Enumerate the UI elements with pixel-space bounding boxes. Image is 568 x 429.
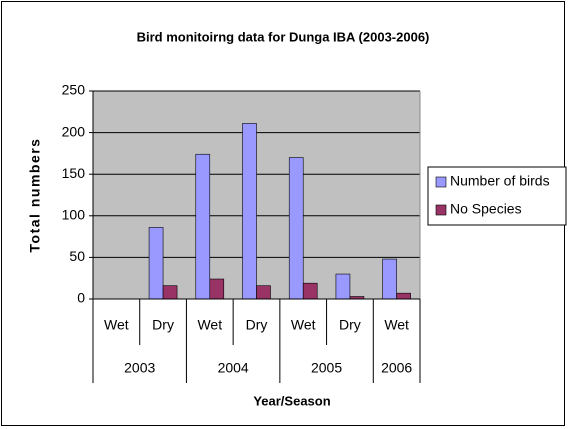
y-tick-label: 50	[69, 248, 85, 264]
legend	[427, 166, 567, 226]
group-label: 2003	[124, 360, 155, 376]
group-label: 2005	[311, 360, 342, 376]
bar	[195, 153, 211, 300]
bar	[256, 285, 271, 300]
y-tick-label: 0	[77, 290, 85, 306]
group-label: 2004	[218, 360, 249, 376]
legend-label: No Species	[450, 201, 522, 217]
x-axis-label: Year/Season	[253, 393, 330, 408]
x-tick-label: Wet	[104, 317, 129, 333]
bar	[335, 273, 351, 300]
bar	[162, 285, 178, 300]
chart-title: Bird monitoirng data for Dunga IBA (2003…	[137, 29, 430, 44]
legend-label: Number of birds	[450, 173, 550, 189]
legend-swatch	[435, 204, 447, 216]
bar	[209, 278, 225, 300]
bar	[242, 123, 257, 300]
legend-swatch	[435, 176, 447, 188]
x-tick-label: Dry	[246, 317, 268, 333]
bar	[382, 258, 397, 300]
bar	[148, 227, 164, 300]
group-label: 2006	[381, 360, 412, 376]
y-axis-label: Total numbers	[27, 138, 43, 253]
x-tick-label: Wet	[291, 317, 316, 333]
y-tick-label: 200	[62, 123, 86, 139]
x-tick-label: Wet	[197, 317, 222, 333]
bar	[302, 282, 318, 300]
y-tick-label: 100	[62, 207, 86, 223]
bar	[396, 292, 411, 300]
y-tick-label: 250	[62, 82, 86, 98]
x-tick-label: Dry	[152, 317, 174, 333]
bar	[288, 157, 304, 300]
y-tick-label: 150	[62, 165, 86, 181]
x-tick-label: Wet	[384, 317, 409, 333]
x-tick-label: Dry	[339, 317, 361, 333]
